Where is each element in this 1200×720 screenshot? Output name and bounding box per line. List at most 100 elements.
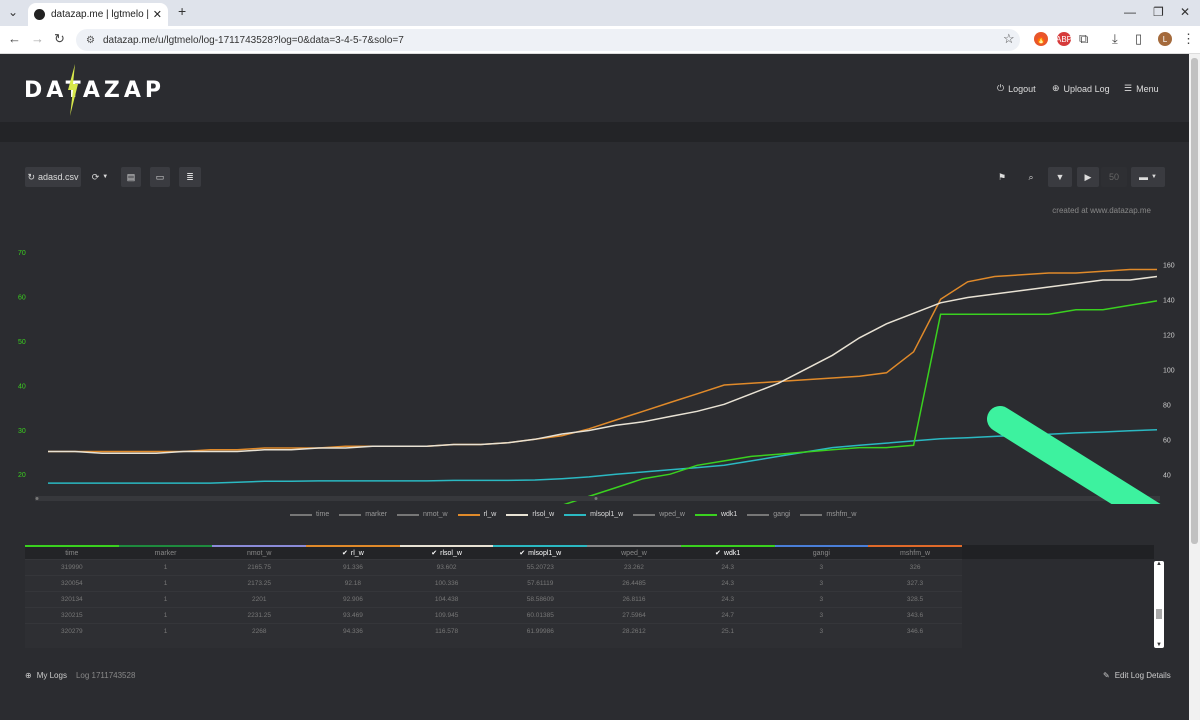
table-scroll-thumb[interactable]	[1156, 609, 1162, 619]
site-settings-icon[interactable]: ⚙	[86, 34, 95, 46]
column-header-marker[interactable]: marker	[118, 545, 213, 559]
menu-link[interactable]: ☰ Menu	[1124, 83, 1159, 94]
legend-item-wped_w[interactable]: wped_w	[633, 511, 685, 518]
column-header-mlsopl1_w[interactable]: ✔ mlsopl1_w	[493, 545, 588, 559]
file-select-button[interactable]: ↻ adasd.csv	[25, 167, 81, 187]
legend-label: mshfm_w	[826, 511, 857, 518]
scroll-down-icon[interactable]: ▼	[1156, 642, 1162, 648]
table-scrollbar[interactable]: ▲ ▼	[1154, 561, 1164, 648]
split-view-button[interactable]: ▭	[150, 167, 170, 187]
adblock-icon[interactable]: ABP	[1056, 32, 1072, 46]
column-header-label: mshfm_w	[900, 549, 930, 557]
filter-button[interactable]: ▼	[1048, 167, 1072, 187]
legend-swatch	[694, 513, 717, 516]
legend-item-mshfm_w[interactable]: mshfm_w	[800, 511, 856, 518]
table-cell: 1	[163, 564, 168, 571]
legend-item-rl_w[interactable]: rl_w	[457, 511, 496, 518]
lightning-bolt-icon	[68, 64, 78, 116]
table-cell: 24.7	[721, 612, 734, 619]
legend-item-gangi[interactable]: gangi	[747, 511, 790, 518]
reload-icon[interactable]: ↻	[54, 31, 65, 46]
scroll-up-icon[interactable]: ▲	[1156, 561, 1162, 567]
export-dropdown-button[interactable]: ▬ ▼	[1131, 167, 1165, 187]
table-cell: 26.4485	[622, 580, 646, 587]
table-cell: 27.5964	[622, 612, 646, 619]
table-cell: 104.438	[434, 596, 459, 603]
table-cell: 109.945	[434, 612, 459, 619]
column-header-label: gangi	[812, 549, 830, 557]
legend-item-marker[interactable]: marker	[339, 511, 387, 518]
series-line-mlsopl1_w[interactable]	[48, 429, 1158, 484]
legend-item-mlsopl1_w[interactable]: mlsopl1_w	[564, 511, 623, 518]
profile-avatar[interactable]: L	[1158, 32, 1172, 46]
sidebar-icon[interactable]: ▯	[1135, 31, 1143, 46]
edit-label: Edit Log Details	[1114, 671, 1171, 680]
column-header-time[interactable]: time	[25, 545, 119, 559]
extension-flame-icon[interactable]: 🔥	[1034, 32, 1048, 46]
range-slider[interactable]	[35, 496, 1160, 501]
legend-item-rlsol_w[interactable]: rlsol_w	[506, 511, 554, 518]
legend-label: rlsol_w	[532, 511, 555, 518]
tab-list-icon[interactable]: ⌄	[8, 5, 19, 19]
download-icon[interactable]: ⤓	[1112, 31, 1118, 46]
legend-item-nmot_w[interactable]: nmot_w	[397, 511, 448, 518]
column-header-label: mlsopl1_w	[528, 549, 562, 557]
edit-log-details-link[interactable]: ✎ Edit Log Details	[1103, 671, 1171, 680]
table-cell: 320215	[60, 612, 83, 619]
legend-swatch	[800, 513, 823, 516]
browser-tab[interactable]: datazap.me | lgtmelo | Log 1711743528 ✕	[28, 3, 168, 26]
logout-link[interactable]: ⏻ Logout	[997, 83, 1036, 94]
flag-button[interactable]: ⚑	[990, 167, 1014, 187]
column-header-gangi[interactable]: gangi	[774, 545, 869, 559]
sync-dropdown-button[interactable]: ⟳ ▼	[86, 167, 114, 187]
caret-down-icon: ▼	[102, 174, 109, 180]
play-button[interactable]: ▶	[1077, 167, 1099, 187]
wrench-icon: ✎	[1103, 671, 1110, 680]
table-row[interactable]: 320054 1 2173.25 92.18 100.336 57.61119 26.448…	[25, 575, 962, 591]
url-field[interactable]: ⚙ datazap.me/u/lgtmelo/log-1711743528?lo…	[76, 29, 1020, 51]
upload-log-link[interactable]: ⊕ Upload Log	[1052, 83, 1110, 94]
series-line-wdk1[interactable]	[48, 300, 1158, 504]
column-header-nmot_w[interactable]: nmot_w	[212, 545, 307, 559]
maximize-icon[interactable]: ❐	[1153, 5, 1164, 19]
legend-item-wdk1[interactable]: wdk1	[694, 511, 737, 518]
minimize-icon[interactable]: —	[1124, 5, 1136, 19]
file-name: adasd.csv	[38, 172, 79, 182]
line-chart[interactable]: 70605040302010 16014012010080604020	[0, 194, 1189, 504]
forward-icon[interactable]: →	[31, 31, 44, 46]
left-tick-label: 70	[18, 250, 26, 257]
close-tab-icon[interactable]: ✕	[152, 9, 162, 21]
series-line-rl_w[interactable]	[48, 268, 1157, 453]
column-header-wdk1[interactable]: ✔ wdk1	[680, 545, 775, 559]
close-window-icon[interactable]: ✕	[1180, 5, 1191, 19]
my-logs-link[interactable]: ⊕ My Logs Log 1711743528	[25, 671, 135, 680]
legend-swatch	[457, 513, 480, 516]
filter-icon: ▼	[1055, 172, 1065, 182]
series-line-rlsol_w[interactable]	[48, 275, 1158, 455]
zoom-button[interactable]: ⌕	[1019, 167, 1043, 187]
page-scroll-thumb[interactable]	[1191, 58, 1198, 544]
datazap-logo[interactable]: DATAZAP	[24, 78, 166, 103]
table-row[interactable]: 319990 1 2165.75 91.336 93.602 55.20723 23.262…	[25, 559, 962, 575]
column-header-rl_w[interactable]: ✔ rl_w	[306, 545, 400, 559]
column-header-label: rlsol_w	[440, 549, 462, 557]
table-cell: 57.61119	[527, 580, 554, 587]
playback-speed-field[interactable]: 50	[1101, 167, 1127, 187]
table-view-button[interactable]: ≣	[179, 167, 201, 187]
extensions-icon[interactable]: ⧉	[1079, 31, 1089, 46]
new-tab-icon[interactable]: +	[178, 3, 187, 19]
window-icon: ▭	[155, 171, 165, 182]
page-scrollbar[interactable]	[1189, 54, 1200, 720]
back-icon[interactable]: ←	[8, 31, 21, 46]
bookmark-star-icon[interactable]: ☆	[1003, 31, 1015, 46]
column-header-rlsol_w[interactable]: ✔ rlsol_w	[399, 545, 494, 559]
browser-menu-icon[interactable]: ⋮	[1182, 31, 1195, 46]
table-row[interactable]: 320215 1 2231.25 93.469 109.945 60.01385 27.59…	[25, 607, 962, 623]
table-row[interactable]: 320134 1 2201 92.906 104.438 58.58609 26.8116 2…	[25, 591, 962, 607]
right-tick-label: 80	[1163, 402, 1171, 409]
legend-item-time[interactable]: time	[290, 511, 329, 518]
file-view-button[interactable]: ▤	[121, 167, 141, 187]
table-row[interactable]: 320279 1 2268 94.336 116.578 61.99986 28.2612 2…	[25, 623, 962, 639]
column-header-mshfm_w[interactable]: mshfm_w	[868, 545, 962, 559]
column-header-wped_w[interactable]: wped_w	[587, 545, 681, 559]
